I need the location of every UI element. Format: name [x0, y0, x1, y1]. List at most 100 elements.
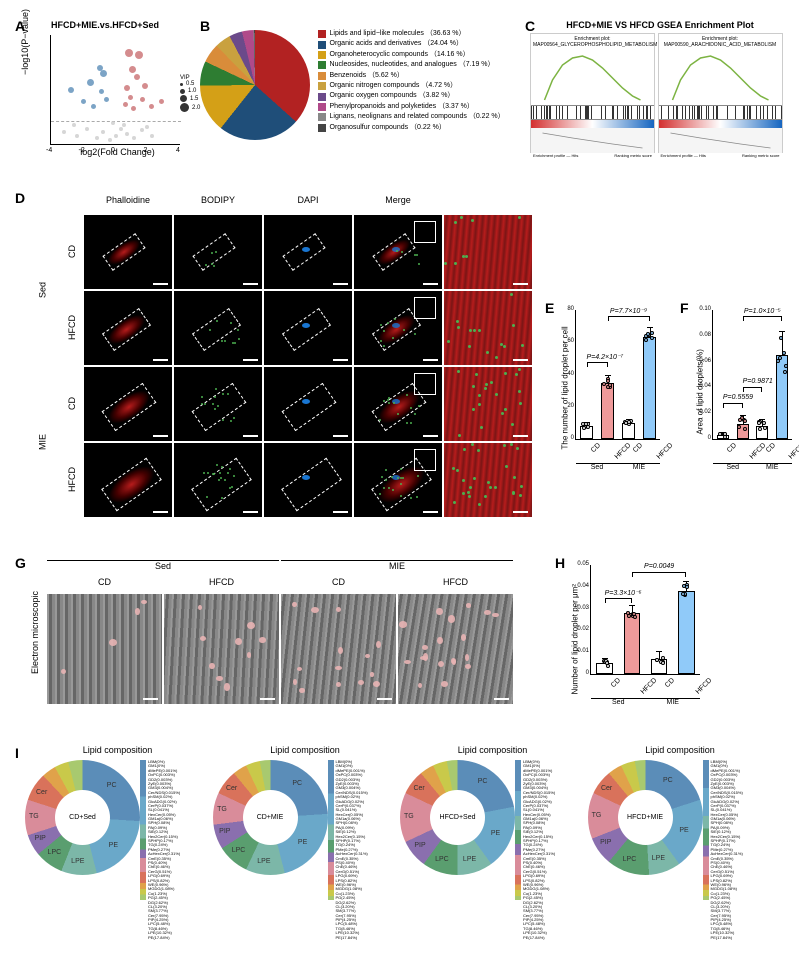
volcano-point [114, 134, 118, 138]
pie-legend-item: Phenylpropanoids and polyketides （3.37 %… [318, 103, 505, 111]
donut-legend-item: PE(17.84%) [523, 936, 583, 940]
volcano-point [99, 89, 104, 94]
donut-chart: CD+MIE PCPELPELPCPIPTGCer [213, 760, 328, 875]
em-image [164, 594, 279, 704]
vip-legend-item: 2.0 [180, 103, 200, 112]
donut-legend-item: PE(17.84%) [711, 936, 771, 940]
volcano-point [145, 125, 149, 129]
volcano-point [119, 127, 123, 131]
volcano-point [122, 123, 126, 127]
volcano-point [125, 132, 129, 136]
confocal-image [174, 443, 262, 517]
volcano-point [62, 130, 66, 134]
confocal-row-label: CD [62, 367, 82, 441]
donut-stacked-bar [703, 760, 709, 900]
confocal-image [354, 443, 442, 517]
confocal-image [174, 367, 262, 441]
donut-center-label: CD+Sed [55, 790, 110, 845]
donut-center-label: HFCD+Sed [430, 790, 485, 845]
volcano-point [131, 106, 136, 111]
em-panel: Electron microscopicSedMIECDHFCDCDHFCD [25, 560, 515, 715]
donut-group: Lipid composition HFCD+Sed PCPELPELPCPIP… [400, 745, 585, 940]
em-col-label: HFCD [164, 577, 279, 592]
donut-title: Lipid composition [588, 745, 773, 755]
volcano-point [150, 134, 154, 138]
donut-legend: LBM(0%)GM1(0%)dMePE(0.001%)OxPC(0.003%)G… [148, 760, 208, 940]
vip-legend-item: 1.5 [180, 95, 200, 102]
volcano-point [140, 97, 145, 102]
confocal-image [84, 291, 172, 365]
confocal-image [84, 443, 172, 517]
confocal-image [84, 215, 172, 289]
confocal-col-header: DAPI [264, 195, 352, 213]
em-row-label: Electron microscopic [25, 560, 45, 704]
confocal-image [444, 215, 532, 289]
gsea-panel: HFCD+MIE VS HFCD GSEA Enrichment Plot En… [530, 20, 790, 165]
donut-center-label: CD+MIE [243, 790, 298, 845]
donut-chart: HFCD+MIE PCPELPELPCPIPTGCer [588, 760, 703, 875]
volcano-point [75, 134, 79, 138]
donut-group: Lipid composition CD+Sed PCPELPELPCPIPTG… [25, 745, 210, 940]
gsea-plot: Enrichment plot:MAP00564_GLYCEROPHOSPHOL… [530, 33, 655, 153]
donut-chart: CD+Sed PCPELPELPCPIPTGCer [25, 760, 140, 875]
pie-legend-item: Organoheterocyclic compounds （14.16 %） [318, 51, 505, 59]
pie-legend-item: Lipids and lipid−like molecules （36.63 %… [318, 30, 505, 38]
donut-stacked-bar [140, 760, 146, 900]
volcano-point [128, 95, 133, 100]
confocal-image [264, 443, 352, 517]
volcano-panel: HFCD+MIE.vs.HFCD+Sed −log10(P−value) -4-… [25, 20, 185, 165]
volcano-point [140, 128, 144, 132]
donut-title: Lipid composition [400, 745, 585, 755]
volcano-xlabel: log2(Fold Change) [50, 147, 185, 157]
pie-legend-item: Organosulfur compounds （0.22 %） [318, 124, 505, 132]
volcano-point [142, 83, 148, 89]
bar [678, 591, 694, 674]
confocal-row-label: HFCD [62, 291, 82, 365]
confocal-row-label: HFCD [62, 443, 82, 517]
confocal-col-header: Phalloidine [84, 195, 172, 213]
volcano-point [134, 74, 140, 80]
em-col-label: HFCD [398, 577, 513, 592]
donut-stacked-bar [328, 760, 334, 900]
pie-legend: Lipids and lipid−like molecules （36.63 %… [318, 30, 505, 134]
confocal-row-label: CD [62, 215, 82, 289]
volcano-point [85, 127, 89, 131]
gsea-title: HFCD+MIE VS HFCD GSEA Enrichment Plot [530, 20, 790, 30]
volcano-title: HFCD+MIE.vs.HFCD+Sed [25, 20, 185, 30]
confocal-image [354, 291, 442, 365]
volcano-point [149, 104, 154, 109]
em-col-label: CD [47, 577, 162, 592]
confocal-image [444, 367, 532, 441]
em-col-label: CD [281, 577, 396, 592]
confocal-image [444, 291, 532, 365]
confocal-image [444, 443, 532, 517]
vip-legend: VIP 0.51.01.52.0 [180, 75, 200, 113]
em-image [281, 594, 396, 704]
pie-legend-item: Benzenoids （5.62 %） [318, 72, 505, 80]
confocal-col-header: BODIPY [174, 195, 262, 213]
bar [596, 663, 612, 674]
volcano-point [91, 104, 96, 109]
donut-chart: HFCD+Sed PCPELPELPCPIPTGCer [400, 760, 515, 875]
lipid-panel: Lipid composition CD+Sed PCPELPELPCPIPTG… [25, 745, 785, 945]
volcano-point [104, 97, 109, 102]
confocal-col-header [444, 195, 532, 213]
volcano-plot: -4-2024 [50, 35, 180, 145]
pie-chart [200, 30, 310, 140]
confocal-image [174, 215, 262, 289]
confocal-group-label: MIE [25, 367, 60, 517]
confocal-image [84, 367, 172, 441]
volcano-point [108, 138, 112, 142]
bar [601, 383, 614, 439]
donut-group: Lipid composition HFCD+MIE PCPELPELPCPIP… [588, 745, 773, 940]
volcano-point [124, 85, 130, 91]
panel-d-label: D [15, 190, 25, 206]
donut-stacked-bar [515, 760, 521, 900]
volcano-point [159, 99, 164, 104]
volcano-point [72, 123, 76, 127]
bar [624, 613, 640, 674]
volcano-point [123, 102, 128, 107]
volcano-point [135, 51, 143, 59]
pie-panel: Lipids and lipid−like molecules （36.63 %… [200, 30, 530, 160]
volcano-point [81, 99, 86, 104]
